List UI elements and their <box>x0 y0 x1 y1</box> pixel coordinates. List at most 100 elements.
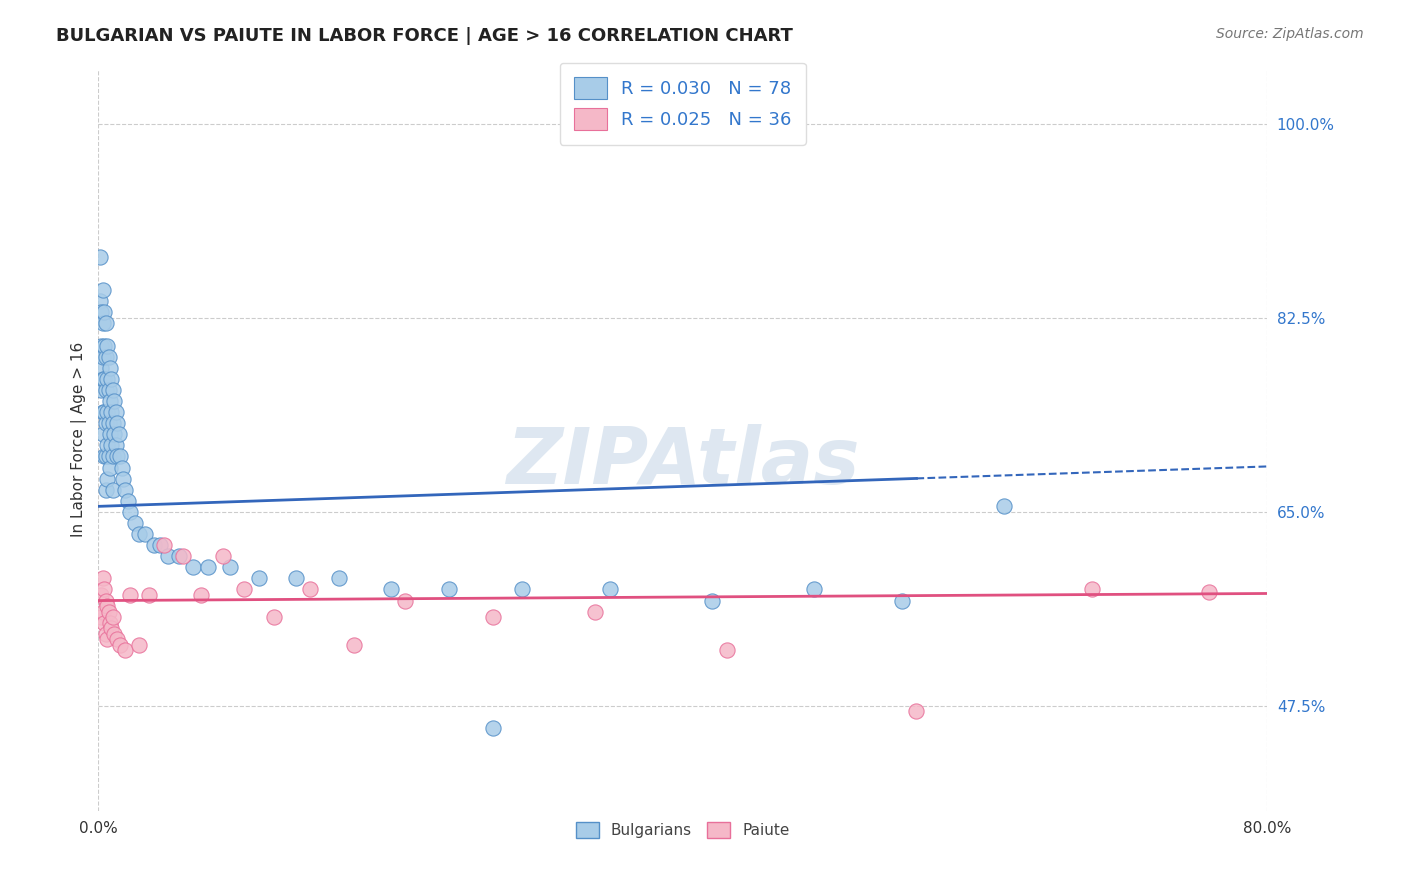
Point <box>98 460 121 475</box>
Point <box>98 615 121 630</box>
Point <box>142 538 165 552</box>
Point <box>96 405 118 419</box>
Point <box>101 383 124 397</box>
Point <box>197 560 219 574</box>
Point <box>91 571 114 585</box>
Point <box>91 350 114 364</box>
Point <box>101 450 124 464</box>
Point <box>101 610 124 624</box>
Point <box>90 383 112 397</box>
Legend: Bulgarians, Paiute: Bulgarians, Paiute <box>569 816 796 845</box>
Point <box>993 500 1015 514</box>
Point <box>97 383 120 397</box>
Point <box>94 593 117 607</box>
Point <box>98 394 121 409</box>
Point <box>91 317 114 331</box>
Point <box>157 549 180 564</box>
Point <box>111 460 134 475</box>
Point <box>284 571 307 585</box>
Point <box>112 472 135 486</box>
Point <box>100 438 122 452</box>
Point <box>211 549 233 564</box>
Point <box>90 305 112 319</box>
Point <box>94 483 117 497</box>
Point <box>233 582 256 597</box>
Point <box>94 383 117 397</box>
Point <box>93 405 115 419</box>
Point <box>101 416 124 430</box>
Point <box>97 450 120 464</box>
Text: Source: ZipAtlas.com: Source: ZipAtlas.com <box>1216 27 1364 41</box>
Point <box>96 472 118 486</box>
Point <box>107 427 129 442</box>
Point <box>104 438 127 452</box>
Point <box>90 360 112 375</box>
Point <box>803 582 825 597</box>
Point <box>100 372 122 386</box>
Point <box>181 560 204 574</box>
Point <box>263 610 285 624</box>
Point <box>510 582 533 597</box>
Point <box>190 588 212 602</box>
Point <box>93 372 115 386</box>
Point <box>93 338 115 352</box>
Point <box>138 588 160 602</box>
Point <box>105 632 128 647</box>
Point <box>91 405 114 419</box>
Point <box>124 516 146 530</box>
Point <box>91 427 114 442</box>
Point <box>120 505 142 519</box>
Point <box>91 283 114 297</box>
Point <box>128 638 150 652</box>
Point <box>110 450 132 464</box>
Point <box>97 416 120 430</box>
Point <box>94 450 117 464</box>
Point <box>128 527 150 541</box>
Point <box>91 605 114 619</box>
Point <box>172 549 194 564</box>
Point <box>1198 584 1220 599</box>
Point <box>101 483 124 497</box>
Point <box>94 350 117 364</box>
Point <box>134 527 156 541</box>
Point <box>90 610 112 624</box>
Point <box>299 582 322 597</box>
Point <box>103 627 125 641</box>
Point <box>149 538 172 552</box>
Point <box>96 632 118 647</box>
Point <box>716 643 738 657</box>
Point <box>93 450 115 464</box>
Point <box>481 721 503 735</box>
Point <box>96 438 118 452</box>
Point <box>98 360 121 375</box>
Point <box>110 638 132 652</box>
Point <box>380 582 402 597</box>
Point <box>96 372 118 386</box>
Point <box>104 405 127 419</box>
Point <box>100 621 122 635</box>
Point <box>1080 582 1102 597</box>
Text: ZIPAtlas: ZIPAtlas <box>506 424 859 500</box>
Point <box>583 605 606 619</box>
Point <box>94 317 117 331</box>
Point <box>94 416 117 430</box>
Point <box>114 483 136 497</box>
Point <box>153 538 176 552</box>
Point <box>117 493 139 508</box>
Point <box>96 599 118 614</box>
Point <box>90 338 112 352</box>
Point <box>103 427 125 442</box>
Point <box>437 582 460 597</box>
Point <box>218 560 240 574</box>
Point <box>97 350 120 364</box>
Point <box>94 627 117 641</box>
Point <box>93 305 115 319</box>
Point <box>96 338 118 352</box>
Point <box>89 294 111 309</box>
Point <box>481 610 503 624</box>
Point <box>328 571 350 585</box>
Point <box>114 643 136 657</box>
Point <box>247 571 270 585</box>
Point <box>105 450 128 464</box>
Point <box>93 615 115 630</box>
